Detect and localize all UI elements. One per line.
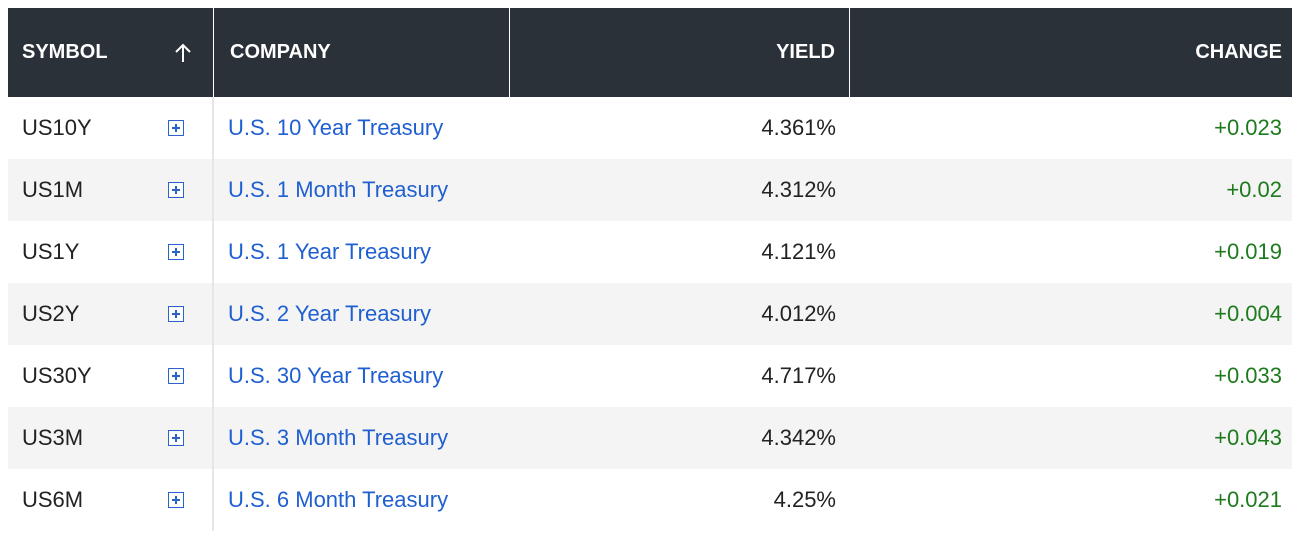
- column-header-yield[interactable]: YIELD: [510, 8, 850, 97]
- table-header: SYMBOL COMPANY YIELD CHANGE: [8, 8, 1292, 97]
- symbol-cell: US30Y: [22, 363, 92, 388]
- company-link[interactable]: U.S. 2 Year Treasury: [228, 301, 431, 326]
- change-cell: +0.033: [1214, 363, 1282, 388]
- company-link[interactable]: U.S. 3 Month Treasury: [228, 425, 449, 450]
- plus-square-icon[interactable]: [168, 306, 184, 322]
- company-link[interactable]: U.S. 10 Year Treasury: [228, 115, 444, 140]
- table-row: US3M U.S. 3 Month Treasury 4.342% +0.043: [8, 407, 1292, 469]
- add-to-watchlist-button[interactable]: [152, 469, 214, 531]
- column-header-change[interactable]: CHANGE: [850, 8, 1292, 97]
- plus-square-icon[interactable]: [168, 492, 184, 508]
- table-row: US6M U.S. 6 Month Treasury 4.25% +0.021: [8, 469, 1292, 531]
- column-header-yield-label: YIELD: [776, 41, 835, 63]
- table-row: US10Y U.S. 10 Year Treasury 4.361% +0.02…: [8, 97, 1292, 159]
- add-to-watchlist-button[interactable]: [152, 159, 214, 221]
- change-cell: +0.021: [1214, 487, 1282, 512]
- add-to-watchlist-button[interactable]: [152, 221, 214, 283]
- add-to-watchlist-button[interactable]: [152, 283, 214, 345]
- change-cell: +0.019: [1214, 239, 1282, 264]
- change-cell: +0.02: [1226, 177, 1282, 202]
- column-header-symbol[interactable]: SYMBOL: [8, 8, 214, 97]
- table-row: US2Y U.S. 2 Year Treasury 4.012% +0.004: [8, 283, 1292, 345]
- company-link[interactable]: U.S. 6 Month Treasury: [228, 487, 449, 512]
- plus-square-icon[interactable]: [168, 244, 184, 260]
- yield-cell: 4.012%: [761, 301, 836, 326]
- column-header-company-label: COMPANY: [230, 41, 331, 63]
- change-cell: +0.023: [1214, 115, 1282, 140]
- change-cell: +0.043: [1214, 425, 1282, 450]
- add-to-watchlist-button[interactable]: [152, 97, 214, 159]
- symbol-cell: US10Y: [22, 115, 92, 140]
- plus-square-icon[interactable]: [168, 368, 184, 384]
- plus-square-icon[interactable]: [168, 430, 184, 446]
- yield-cell: 4.342%: [761, 425, 836, 450]
- yield-cell: 4.717%: [761, 363, 836, 388]
- company-link[interactable]: U.S. 1 Year Treasury: [228, 239, 431, 264]
- add-to-watchlist-button[interactable]: [152, 407, 214, 469]
- arrow-up-icon[interactable]: [173, 42, 193, 64]
- yield-cell: 4.121%: [761, 239, 836, 264]
- treasury-table: SYMBOL COMPANY YIELD CHANGE US10Y U.S. 1…: [8, 8, 1292, 531]
- company-link[interactable]: U.S. 30 Year Treasury: [228, 363, 444, 388]
- symbol-cell: US3M: [22, 425, 84, 450]
- add-to-watchlist-button[interactable]: [152, 345, 214, 407]
- column-header-company[interactable]: COMPANY: [214, 8, 510, 97]
- table-row: US1M U.S. 1 Month Treasury 4.312% +0.02: [8, 159, 1292, 221]
- yield-cell: 4.361%: [761, 115, 836, 140]
- plus-square-icon[interactable]: [168, 182, 184, 198]
- company-link[interactable]: U.S. 1 Month Treasury: [228, 177, 449, 202]
- table-row: US30Y U.S. 30 Year Treasury 4.717% +0.03…: [8, 345, 1292, 407]
- column-header-change-label: CHANGE: [1195, 41, 1282, 63]
- table-row: US1Y U.S. 1 Year Treasury 4.121% +0.019: [8, 221, 1292, 283]
- symbol-cell: US1Y: [22, 239, 80, 264]
- symbol-cell: US1M: [22, 177, 84, 202]
- symbol-cell: US6M: [22, 487, 84, 512]
- change-cell: +0.004: [1214, 301, 1282, 326]
- column-header-symbol-label: SYMBOL: [22, 41, 108, 63]
- plus-square-icon[interactable]: [168, 120, 184, 136]
- yield-cell: 4.25%: [773, 487, 836, 512]
- yield-cell: 4.312%: [761, 177, 836, 202]
- symbol-cell: US2Y: [22, 301, 80, 326]
